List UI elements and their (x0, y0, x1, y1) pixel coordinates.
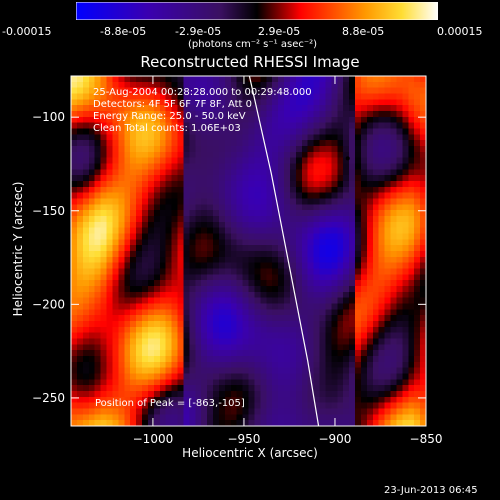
colorbar-tick-label: -8.8e-05 (100, 25, 147, 38)
x-tick-label: −950 (227, 432, 260, 446)
annotation-detectors: Detectors: 4F 5F 6F 7F 8F, Att 0 (93, 99, 253, 110)
x-axis-label: Heliocentric X (arcsec) (182, 446, 318, 460)
solar-limb-line (248, 75, 320, 427)
y-tick-label: −250 (32, 391, 65, 405)
footer-timestamp: 23-Jun-2013 06:45 (384, 485, 478, 496)
y-axis-label: Heliocentric Y (arcsec) (11, 181, 25, 317)
peak-position-label: Position of Peak = [-863,-105] (95, 398, 245, 409)
x-tick-label: −850 (410, 432, 443, 446)
colorbar-tick-label: 8.8e-05 (342, 25, 385, 38)
y-tick-label: −200 (32, 297, 65, 311)
colorbar-tick-label: 2.9e-05 (258, 25, 301, 38)
colorbar-tick-label: -0.00015 (2, 25, 52, 38)
y-tick-label: −150 (32, 204, 65, 218)
annotation-energy: Energy Range: 25.0 - 50.0 keV (93, 111, 246, 122)
x-tick-label: −900 (318, 432, 351, 446)
chart-title: Reconstructed RHESSI Image (140, 53, 360, 71)
colorbar-tick-label: -2.9e-05 (175, 25, 222, 38)
heatmap-image (71, 76, 426, 426)
peak-marker (345, 156, 350, 161)
annotation-clean: Clean Total counts: 1.06E+03 (93, 123, 241, 134)
colorbar (76, 2, 438, 20)
x-tick-label: −1000 (133, 432, 174, 446)
plot-frame (70, 75, 427, 427)
colorbar-tick-label: 0.00015 (437, 25, 483, 38)
annotation-time: 25-Aug-2004 00:28:28.000 to 00:29:48.000 (93, 87, 312, 98)
y-tick-label: −100 (32, 110, 65, 124)
colorbar-units: (photons cm⁻² s⁻¹ asec⁻²) (188, 39, 318, 50)
